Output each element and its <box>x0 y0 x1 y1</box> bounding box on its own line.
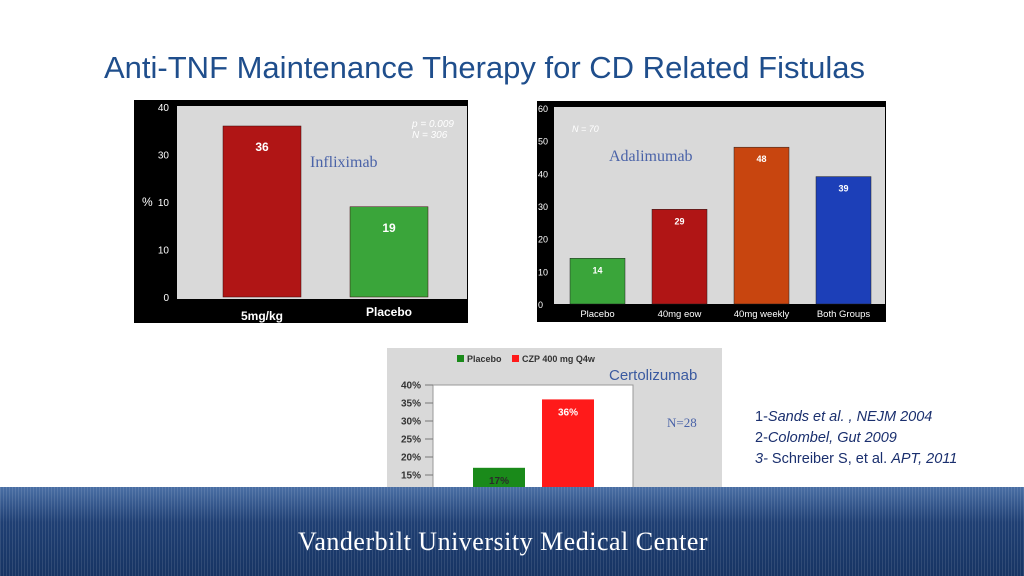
reference-2: 2-Colombel, Gut 2009 <box>755 430 897 446</box>
y-tick-label: 40 <box>158 103 170 114</box>
y-tick-label: 10 <box>538 267 548 277</box>
y-tick-label: 60 <box>538 104 548 114</box>
legend-swatch-czp <box>512 355 519 362</box>
y-tick-label: 0 <box>538 300 543 310</box>
slide-title: Anti-TNF Maintenance Therapy for CD Rela… <box>104 50 865 85</box>
y-tick-label: 30 <box>158 151 170 162</box>
y-axis-label: % <box>142 195 153 209</box>
bar <box>569 258 626 305</box>
y-tick-label: 40 <box>538 169 548 179</box>
x-category-label: 40mg weekly <box>734 309 790 320</box>
n-annotation: N = 70 <box>572 124 599 134</box>
bar <box>349 206 429 298</box>
x-category-label: Placebo <box>366 305 412 319</box>
bar-value-label: 29 <box>674 216 684 226</box>
x-category-label: Both Groups <box>817 309 871 320</box>
y-tick-label: 30% <box>401 417 421 428</box>
infliximab-label: Infliximab <box>310 154 378 171</box>
bar-value-label: 48 <box>756 154 766 164</box>
n-annotation: N = 306 <box>412 130 448 141</box>
y-tick-label: 20 <box>538 235 548 245</box>
x-category-label: 40mg eow <box>658 309 702 320</box>
y-tick-label: 35% <box>401 399 421 410</box>
bar-value-label: 39 <box>838 184 848 194</box>
y-tick-label: 30 <box>538 202 548 212</box>
legend-label-placebo: Placebo <box>467 354 502 364</box>
bar-value-label: 36 <box>255 140 269 154</box>
y-tick-label: 25% <box>401 435 421 446</box>
legend-swatch-placebo <box>457 355 464 362</box>
x-category-label: 5mg/kg <box>241 309 283 323</box>
p-value-annotation: p = 0.009 <box>411 119 454 130</box>
footer-logo-text: Vanderbilt University Medical Center <box>298 527 709 556</box>
adalimumab-chart-svg: 0 10 20 30 40 50 60 14 Placebo 29 40mg eow 48 40mg … <box>538 104 885 320</box>
y-tick-label: 20% <box>401 453 421 464</box>
bar <box>815 176 872 305</box>
y-tick-label: 15% <box>401 471 421 482</box>
bar <box>651 209 708 305</box>
certolizumab-label: Certolizumab <box>609 367 698 384</box>
adalimumab-label: Adalimumab <box>609 148 693 165</box>
y-tick-label: 0 <box>163 293 169 304</box>
x-category-label: Placebo <box>580 309 614 320</box>
legend-label-czp: CZP 400 mg Q4w <box>522 354 596 364</box>
bar <box>733 146 790 305</box>
bar-value-label: 14 <box>592 265 602 275</box>
bar-value-label: 36% <box>558 407 578 418</box>
y-tick-label: 40% <box>401 381 421 392</box>
bar-value-label: 19 <box>382 221 396 235</box>
y-tick-label: 10 <box>158 198 170 209</box>
footer-band <box>0 487 1024 576</box>
reference-1: 1-Sands et al. , NEJM 2004 <box>755 409 933 425</box>
bar <box>222 125 302 298</box>
adalimumab-chart: 0 10 20 30 40 50 60 14 Placebo 29 40mg eow 48 40mg … <box>537 101 886 322</box>
reference-3: 3- Schreiber S, et al. APT, 2011 <box>755 451 958 467</box>
certolizumab-n-annotation: N=28 <box>667 415 697 430</box>
bar-value-label: 17% <box>489 476 509 487</box>
infliximab-chart: % 0 10 10 30 40 36 5mg/kg 19 Placebo p = 0.009 … <box>134 100 468 323</box>
references: 1-Sands et al. , NEJM 2004 2-Colombel, G… <box>755 407 957 470</box>
y-tick-label: 50 <box>538 137 548 147</box>
y-tick-label: 10 <box>158 246 170 257</box>
